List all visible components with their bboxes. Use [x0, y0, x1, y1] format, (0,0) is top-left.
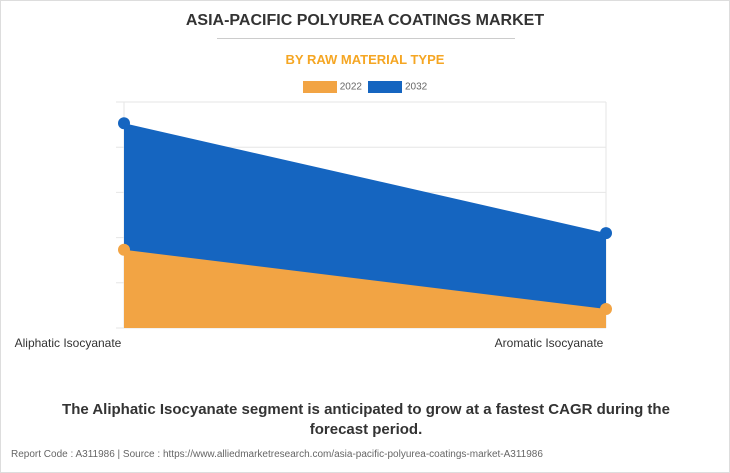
data-point-2032[interactable]	[118, 117, 130, 130]
chart-caption: The Aliphatic Isocyanate segment is anti…	[62, 401, 670, 438]
legend: 2022 2032	[1, 81, 729, 93]
data-point-2022[interactable]	[118, 243, 130, 256]
area-series-2022	[124, 249, 606, 328]
chart-subtitle: BY RAW MATERIAL TYPE	[285, 52, 445, 67]
legend-label: 2022	[339, 81, 362, 93]
x-tick-label: Aliphatic Isocyanate	[15, 336, 122, 350]
legend-swatch	[302, 81, 337, 93]
data-point-2032[interactable]	[600, 227, 612, 240]
legend-label: 2032	[405, 81, 428, 93]
data-point-2022[interactable]	[600, 303, 612, 316]
legend-swatch	[368, 81, 402, 93]
area-chart: Aliphatic Isocyanate Aromatic Isocyanate	[15, 101, 612, 350]
title-divider	[217, 38, 515, 39]
source-footer: Report Code : A311986 | Source : https:/…	[11, 449, 543, 460]
legend-item-2022[interactable]: 2022	[302, 81, 362, 93]
x-tick-label: Aromatic Isocyanate	[495, 336, 604, 350]
chart-title: ASIA-PACIFIC POLYUREA COATINGS MARKET	[185, 12, 545, 29]
legend-item-2032[interactable]: 2032	[368, 81, 427, 93]
